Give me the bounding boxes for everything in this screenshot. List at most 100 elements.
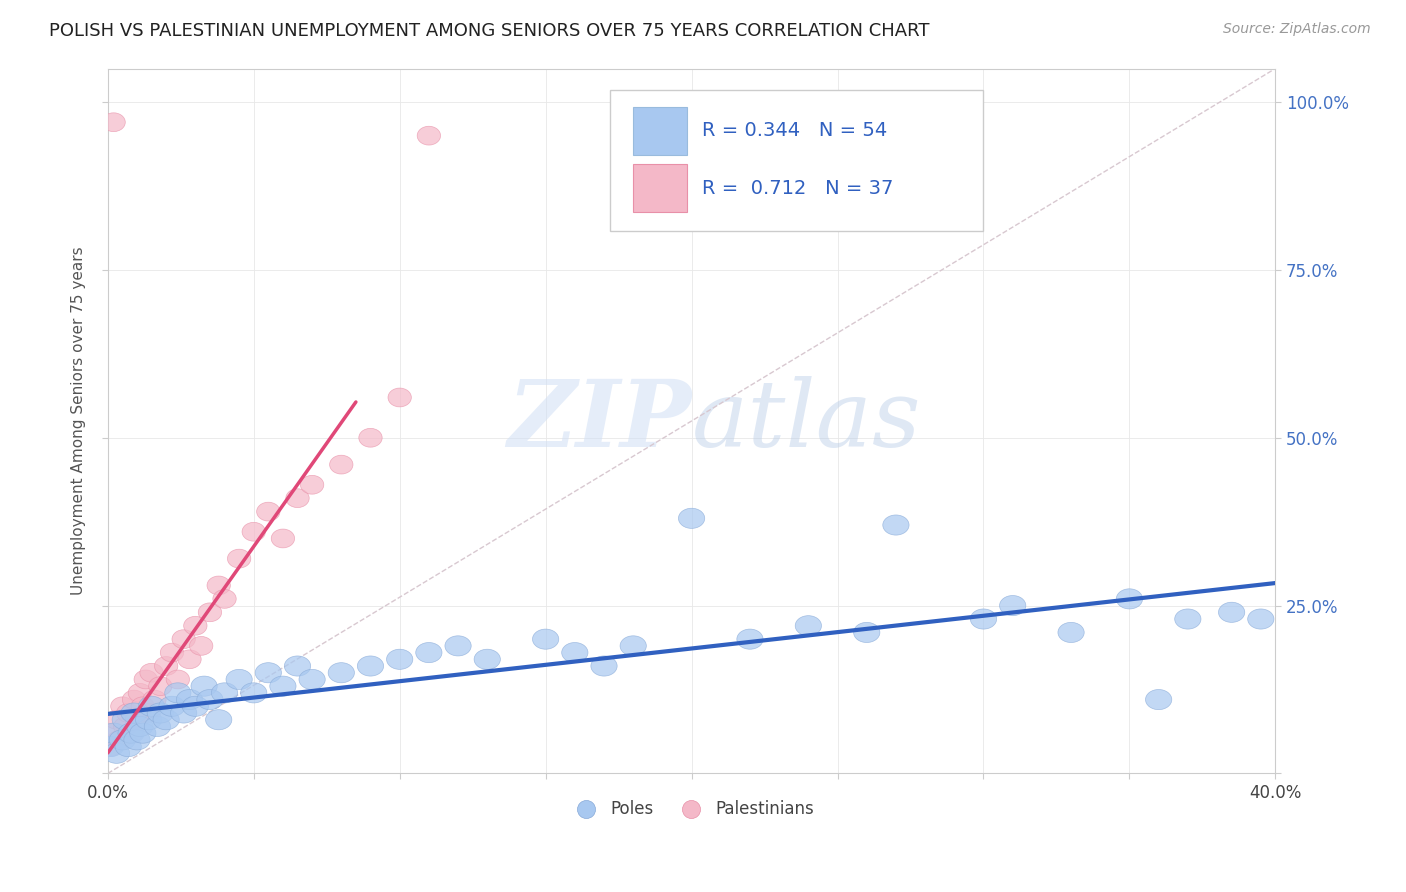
Ellipse shape	[1057, 623, 1084, 642]
Ellipse shape	[299, 669, 325, 690]
Ellipse shape	[101, 112, 125, 132]
Ellipse shape	[124, 730, 150, 750]
FancyBboxPatch shape	[633, 164, 688, 212]
Ellipse shape	[1116, 589, 1143, 609]
Ellipse shape	[131, 697, 155, 715]
Ellipse shape	[166, 670, 190, 689]
Ellipse shape	[796, 615, 821, 636]
Ellipse shape	[101, 723, 125, 742]
Ellipse shape	[121, 703, 148, 723]
Ellipse shape	[184, 616, 207, 635]
Ellipse shape	[205, 710, 232, 730]
Ellipse shape	[212, 590, 236, 608]
Ellipse shape	[128, 683, 152, 702]
Ellipse shape	[1219, 602, 1244, 623]
Ellipse shape	[183, 697, 208, 716]
Ellipse shape	[1146, 690, 1171, 710]
Ellipse shape	[125, 710, 149, 729]
Ellipse shape	[620, 636, 647, 656]
FancyBboxPatch shape	[633, 106, 688, 155]
Ellipse shape	[138, 697, 165, 716]
Ellipse shape	[226, 669, 252, 690]
Ellipse shape	[139, 664, 163, 682]
Text: ZIP: ZIP	[508, 376, 692, 466]
Ellipse shape	[328, 663, 354, 682]
Ellipse shape	[254, 663, 281, 682]
Ellipse shape	[1174, 609, 1201, 629]
Ellipse shape	[357, 656, 384, 676]
Ellipse shape	[388, 388, 412, 407]
Ellipse shape	[97, 737, 124, 756]
Ellipse shape	[110, 730, 135, 750]
Text: POLISH VS PALESTINIAN UNEMPLOYMENT AMONG SENIORS OVER 75 YEARS CORRELATION CHART: POLISH VS PALESTINIAN UNEMPLOYMENT AMONG…	[49, 22, 929, 40]
Ellipse shape	[134, 670, 157, 689]
Text: R =  0.712   N = 37: R = 0.712 N = 37	[702, 178, 893, 197]
Ellipse shape	[155, 657, 177, 675]
Ellipse shape	[149, 677, 172, 696]
FancyBboxPatch shape	[610, 90, 983, 231]
Ellipse shape	[970, 609, 997, 629]
Ellipse shape	[115, 737, 142, 756]
Ellipse shape	[387, 649, 413, 669]
Ellipse shape	[883, 515, 910, 535]
Ellipse shape	[198, 603, 222, 622]
Ellipse shape	[122, 690, 146, 709]
Legend: Poles, Palestinians: Poles, Palestinians	[562, 794, 821, 825]
Ellipse shape	[104, 743, 129, 764]
Ellipse shape	[165, 682, 191, 703]
Ellipse shape	[153, 710, 180, 730]
Ellipse shape	[207, 576, 231, 595]
Ellipse shape	[329, 455, 353, 474]
Ellipse shape	[228, 549, 250, 568]
Ellipse shape	[853, 623, 880, 642]
Text: R = 0.344   N = 54: R = 0.344 N = 54	[702, 121, 887, 140]
Ellipse shape	[591, 656, 617, 676]
Ellipse shape	[177, 650, 201, 669]
Ellipse shape	[143, 690, 166, 709]
Ellipse shape	[117, 704, 139, 723]
Ellipse shape	[1000, 596, 1026, 615]
Ellipse shape	[127, 716, 153, 737]
Ellipse shape	[191, 676, 218, 697]
Ellipse shape	[120, 723, 143, 742]
Ellipse shape	[416, 642, 441, 663]
Ellipse shape	[257, 502, 280, 521]
Ellipse shape	[148, 703, 173, 723]
Ellipse shape	[284, 656, 311, 676]
Ellipse shape	[359, 428, 382, 447]
Ellipse shape	[240, 682, 267, 703]
Ellipse shape	[129, 723, 156, 743]
Ellipse shape	[100, 723, 127, 743]
Ellipse shape	[145, 716, 170, 737]
Text: atlas: atlas	[692, 376, 921, 466]
Ellipse shape	[474, 649, 501, 669]
Ellipse shape	[172, 630, 195, 648]
Ellipse shape	[242, 523, 266, 541]
Ellipse shape	[190, 637, 212, 656]
Ellipse shape	[108, 731, 131, 749]
Y-axis label: Unemployment Among Seniors over 75 years: Unemployment Among Seniors over 75 years	[72, 247, 86, 595]
Ellipse shape	[112, 710, 138, 730]
Ellipse shape	[418, 127, 440, 145]
Ellipse shape	[444, 636, 471, 656]
Ellipse shape	[105, 710, 128, 729]
Ellipse shape	[98, 737, 122, 756]
Ellipse shape	[118, 723, 145, 743]
Ellipse shape	[135, 710, 162, 730]
Ellipse shape	[211, 682, 238, 703]
Ellipse shape	[1247, 609, 1274, 629]
Ellipse shape	[136, 704, 160, 723]
Ellipse shape	[197, 690, 224, 710]
Ellipse shape	[301, 475, 323, 494]
Ellipse shape	[176, 690, 202, 710]
Ellipse shape	[159, 697, 186, 716]
Text: Source: ZipAtlas.com: Source: ZipAtlas.com	[1223, 22, 1371, 37]
Ellipse shape	[270, 676, 297, 697]
Ellipse shape	[737, 629, 763, 649]
Ellipse shape	[561, 642, 588, 663]
Ellipse shape	[285, 489, 309, 508]
Ellipse shape	[160, 643, 184, 662]
Ellipse shape	[679, 508, 704, 528]
Ellipse shape	[271, 529, 295, 548]
Ellipse shape	[533, 629, 558, 649]
